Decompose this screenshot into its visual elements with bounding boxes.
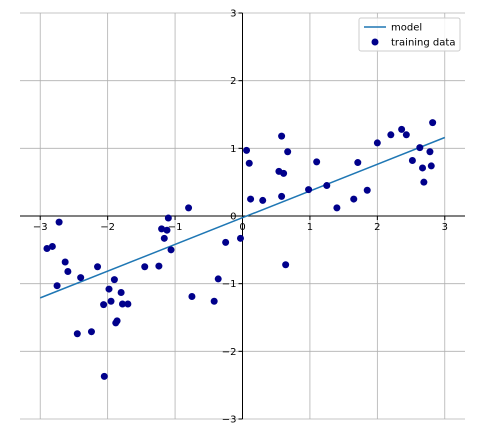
training-data-point bbox=[333, 204, 341, 212]
training-data-point bbox=[110, 276, 118, 284]
training-data-point bbox=[94, 263, 102, 271]
training-data-point bbox=[280, 169, 288, 177]
training-data-point bbox=[188, 293, 196, 301]
legend-model-label: model bbox=[391, 23, 422, 34]
training-data-point bbox=[185, 204, 193, 212]
y-tick-label: −3 bbox=[222, 415, 237, 426]
training-data-point bbox=[354, 159, 362, 167]
training-data-point bbox=[55, 218, 63, 226]
y-tick-label: −1 bbox=[222, 279, 237, 290]
training-data-point bbox=[243, 146, 251, 154]
y-tick-label: 3 bbox=[230, 9, 236, 20]
training-data-point bbox=[155, 262, 163, 270]
training-data-point bbox=[373, 139, 381, 147]
training-data-point bbox=[87, 328, 95, 336]
training-data-point bbox=[48, 242, 56, 250]
training-data-point bbox=[282, 261, 290, 269]
training-data-point bbox=[284, 148, 292, 156]
training-data-point bbox=[222, 238, 230, 246]
legend-training-data-marker bbox=[371, 38, 379, 46]
training-data-point bbox=[427, 162, 435, 170]
training-data-point bbox=[245, 159, 253, 167]
training-data-point bbox=[53, 282, 61, 290]
training-data-point bbox=[43, 244, 51, 252]
legend: model training data bbox=[358, 17, 461, 52]
y-tick-label: 1 bbox=[230, 144, 236, 155]
training-data-point bbox=[408, 157, 416, 165]
training-data-point bbox=[160, 234, 168, 242]
training-data-point bbox=[167, 246, 175, 254]
training-data-point bbox=[164, 214, 172, 222]
training-data-point bbox=[113, 317, 121, 325]
y-tick-label: −2 bbox=[222, 347, 237, 358]
training-data-point bbox=[429, 119, 437, 127]
training-data-point bbox=[64, 267, 72, 275]
training-data-point bbox=[158, 225, 166, 233]
training-data-point bbox=[247, 195, 255, 203]
training-data-point bbox=[105, 285, 113, 293]
training-data-point bbox=[305, 186, 313, 194]
training-data-point bbox=[323, 182, 331, 190]
training-data-point bbox=[73, 330, 81, 338]
training-data-point bbox=[77, 274, 85, 282]
training-data-point bbox=[61, 258, 69, 266]
training-data-point bbox=[107, 297, 115, 305]
x-tick-label: −2 bbox=[100, 222, 115, 233]
x-tick-label: 0 bbox=[239, 222, 245, 233]
training-data-point bbox=[416, 144, 424, 152]
training-data-point bbox=[278, 132, 286, 140]
training-data-point bbox=[117, 288, 125, 296]
x-tick-label: 1 bbox=[307, 222, 313, 233]
x-tick-label: −1 bbox=[168, 222, 183, 233]
training-data-point bbox=[210, 297, 218, 305]
training-data-point bbox=[100, 372, 108, 380]
training-data-point bbox=[259, 196, 267, 204]
training-data-point bbox=[163, 226, 171, 234]
training-data-point bbox=[363, 186, 371, 194]
training-data-point bbox=[426, 148, 434, 156]
training-data-point bbox=[398, 125, 406, 133]
x-tick-label: −3 bbox=[33, 222, 48, 233]
plot-area bbox=[39, 119, 446, 380]
training-data-point bbox=[419, 164, 427, 172]
model-line bbox=[39, 136, 446, 299]
training-data-point bbox=[313, 158, 321, 166]
legend-training-data-label: training data bbox=[391, 38, 455, 49]
x-tick-label: 2 bbox=[374, 222, 380, 233]
y-tick-label: 2 bbox=[230, 76, 236, 87]
training-data-point bbox=[118, 300, 126, 308]
training-data-point bbox=[402, 131, 410, 139]
training-data-point bbox=[387, 131, 395, 139]
training-data-point bbox=[141, 263, 149, 271]
training-data-point bbox=[350, 195, 358, 203]
training-data-point bbox=[124, 300, 132, 308]
training-data-point bbox=[236, 234, 244, 242]
axis-ticks: −3 −2 −1 0 1 2 3 −3 −2 −1 0 1 2 3 bbox=[33, 9, 448, 426]
training-data-point bbox=[100, 301, 108, 309]
training-data-point bbox=[214, 275, 222, 283]
training-data-point bbox=[420, 178, 428, 186]
x-tick-label: 3 bbox=[442, 222, 448, 233]
y-tick-label: 0 bbox=[230, 212, 236, 223]
training-data-point bbox=[278, 192, 286, 200]
